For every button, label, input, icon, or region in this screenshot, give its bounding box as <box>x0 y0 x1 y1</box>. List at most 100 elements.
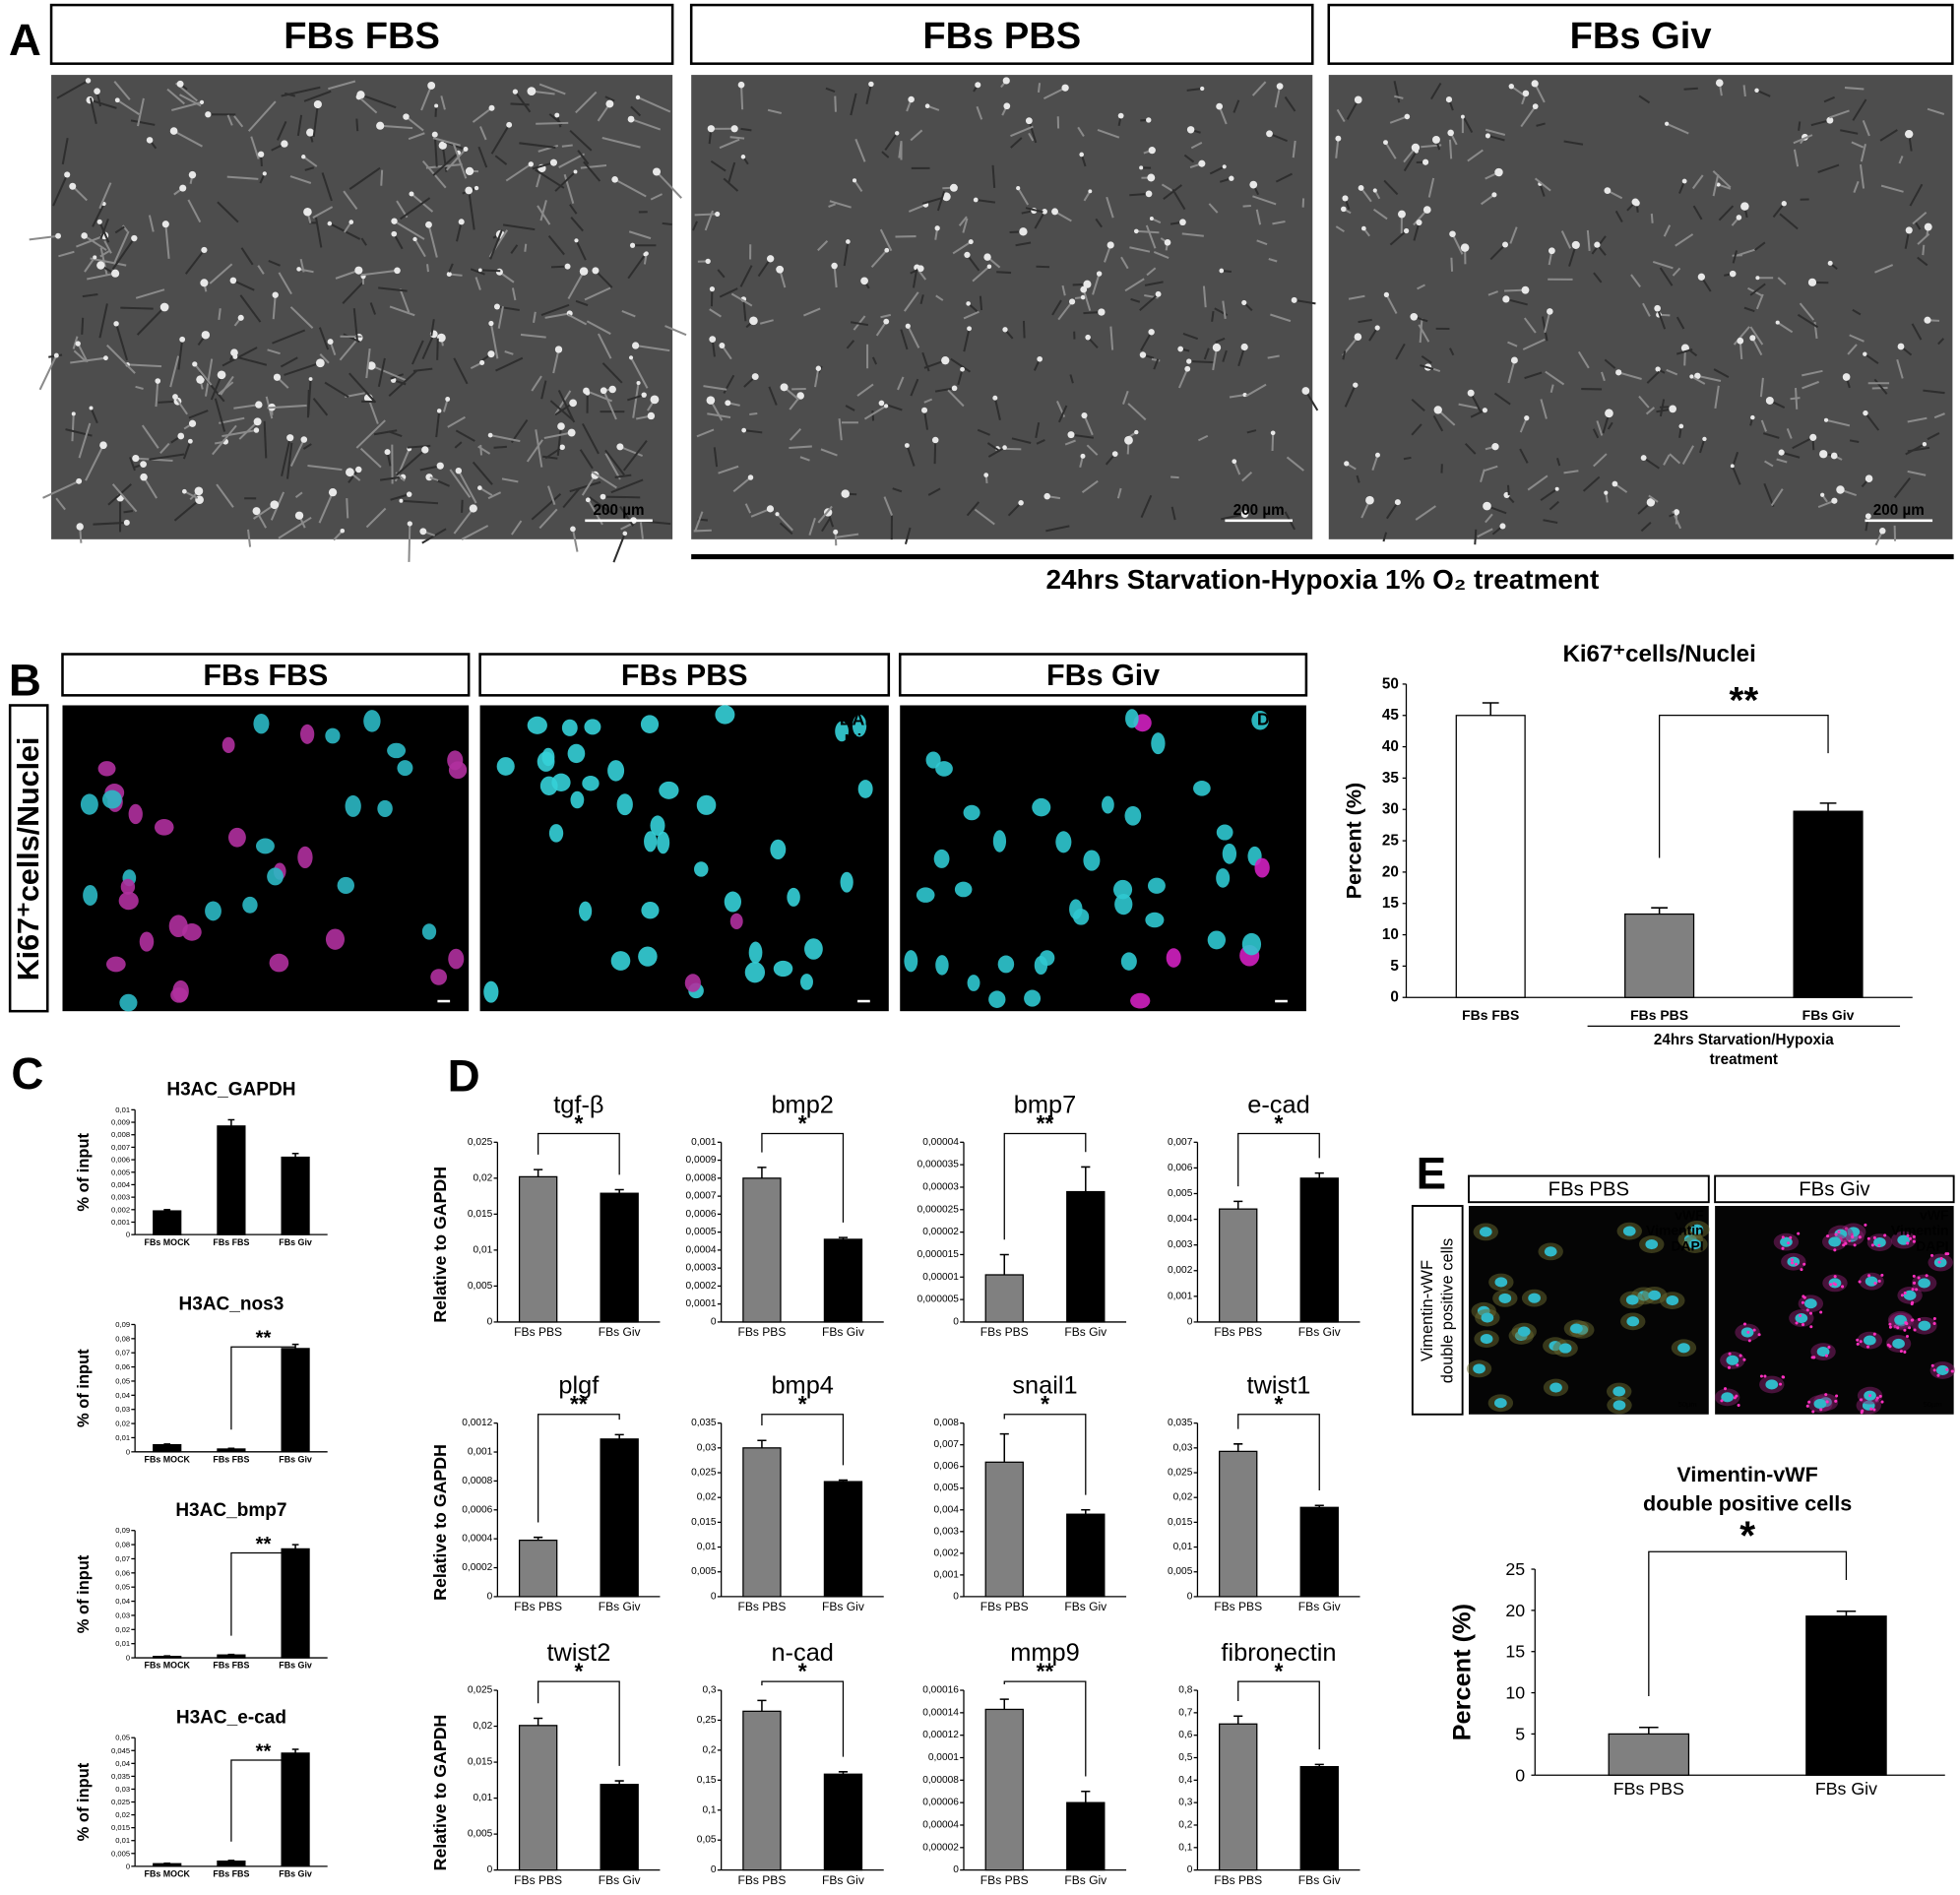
vwf-dot <box>1903 1292 1907 1295</box>
cell <box>441 145 448 172</box>
cell-body <box>868 81 874 88</box>
chart-title: H3AC_GAPDH <box>166 1080 295 1101</box>
nucleus <box>1918 1320 1931 1331</box>
vwf-dot <box>1908 1326 1912 1330</box>
chart-title: plgf <box>558 1372 600 1400</box>
cell <box>962 218 969 233</box>
y-tick-label: 0,00004 <box>922 1819 959 1830</box>
error-bar <box>838 1771 849 1775</box>
cell <box>1770 488 1784 507</box>
nucleus <box>101 790 122 809</box>
nucleus <box>1626 1316 1640 1327</box>
cell-body <box>179 184 187 192</box>
bar <box>823 1773 863 1871</box>
cell <box>1659 267 1674 286</box>
cell <box>390 493 410 501</box>
cell-body <box>629 242 636 248</box>
chart-title: bmp2 <box>771 1091 833 1118</box>
cell-body <box>986 264 992 269</box>
error-bar <box>838 1236 849 1239</box>
cell-body <box>549 158 557 166</box>
cell <box>854 138 866 162</box>
nucleus <box>954 881 973 898</box>
cell-body <box>436 462 444 470</box>
cell <box>1681 445 1695 466</box>
vwf-dot <box>1865 1345 1870 1349</box>
cell <box>399 197 431 221</box>
cell <box>479 269 501 273</box>
cell-body <box>983 253 991 261</box>
cell <box>1614 210 1623 222</box>
cell <box>1470 409 1486 418</box>
error-bar <box>614 1780 624 1785</box>
error-bar <box>838 1479 849 1483</box>
nucleus <box>1145 912 1165 928</box>
significance-label: * <box>1739 1513 1755 1558</box>
cell <box>1413 221 1421 241</box>
cell-body <box>1778 449 1785 456</box>
cell-body <box>766 255 775 263</box>
x-tick-label: FBs PBS <box>1214 1325 1262 1339</box>
cell-body <box>465 166 474 176</box>
vwf-dot <box>1917 1276 1921 1280</box>
cell <box>407 444 431 449</box>
cell <box>957 368 964 386</box>
cell <box>1011 437 1032 445</box>
nucleus <box>992 830 1007 853</box>
stain-label: Vimentin <box>1646 1223 1704 1238</box>
cell-body <box>1219 268 1225 274</box>
error-bar <box>1233 1443 1243 1452</box>
cell <box>846 340 855 349</box>
cell <box>1540 487 1558 502</box>
y-tick-label: 0,007 <box>934 1439 960 1450</box>
cell <box>477 445 491 455</box>
cell-body <box>1737 337 1744 345</box>
y-tick-label: 0 <box>126 1654 130 1663</box>
cell-body <box>643 252 648 257</box>
vwf-dot <box>1819 1310 1823 1314</box>
bar-chart: 00,010,020,030,040,050,060,070,080,09FBs… <box>75 1295 328 1464</box>
cell <box>98 221 110 243</box>
cell-body <box>474 185 479 191</box>
cell <box>1382 532 1388 542</box>
micrograph <box>691 75 1313 539</box>
cell <box>65 428 93 437</box>
significance-label: * <box>798 1659 807 1684</box>
cell <box>1420 364 1434 370</box>
cell-body <box>1631 198 1639 206</box>
error-bar <box>1639 1726 1659 1735</box>
cell-body <box>367 361 376 370</box>
cell <box>1487 134 1505 142</box>
cell-body <box>140 461 147 468</box>
stain-label: DAPI <box>419 709 461 728</box>
cell <box>972 265 990 283</box>
nucleus <box>1125 709 1139 728</box>
y-tick-label: 0,02 <box>115 1810 130 1819</box>
cell-body <box>1510 356 1518 364</box>
cell <box>557 390 576 423</box>
stain-label: DAPI <box>840 709 881 728</box>
cell <box>187 199 202 223</box>
cell <box>520 333 546 339</box>
cell <box>1853 180 1860 193</box>
cell-body <box>1354 333 1362 341</box>
cell <box>1912 211 1928 225</box>
cell-body <box>1002 445 1007 450</box>
cell-body <box>1003 102 1011 110</box>
nucleus <box>1688 1239 1702 1250</box>
bar <box>153 1443 182 1453</box>
nucleus <box>1804 1298 1817 1309</box>
cell <box>408 523 411 562</box>
cell <box>1760 419 1767 432</box>
bar <box>1066 1513 1106 1598</box>
cell <box>233 115 244 128</box>
cell-body <box>1445 96 1453 103</box>
nucleus <box>221 736 235 754</box>
cell-texture <box>29 78 687 563</box>
nucleus <box>748 941 763 964</box>
nucleus <box>729 913 743 929</box>
chart-title: fibronectin <box>1221 1639 1336 1667</box>
cell <box>717 269 726 279</box>
cell <box>289 175 312 184</box>
